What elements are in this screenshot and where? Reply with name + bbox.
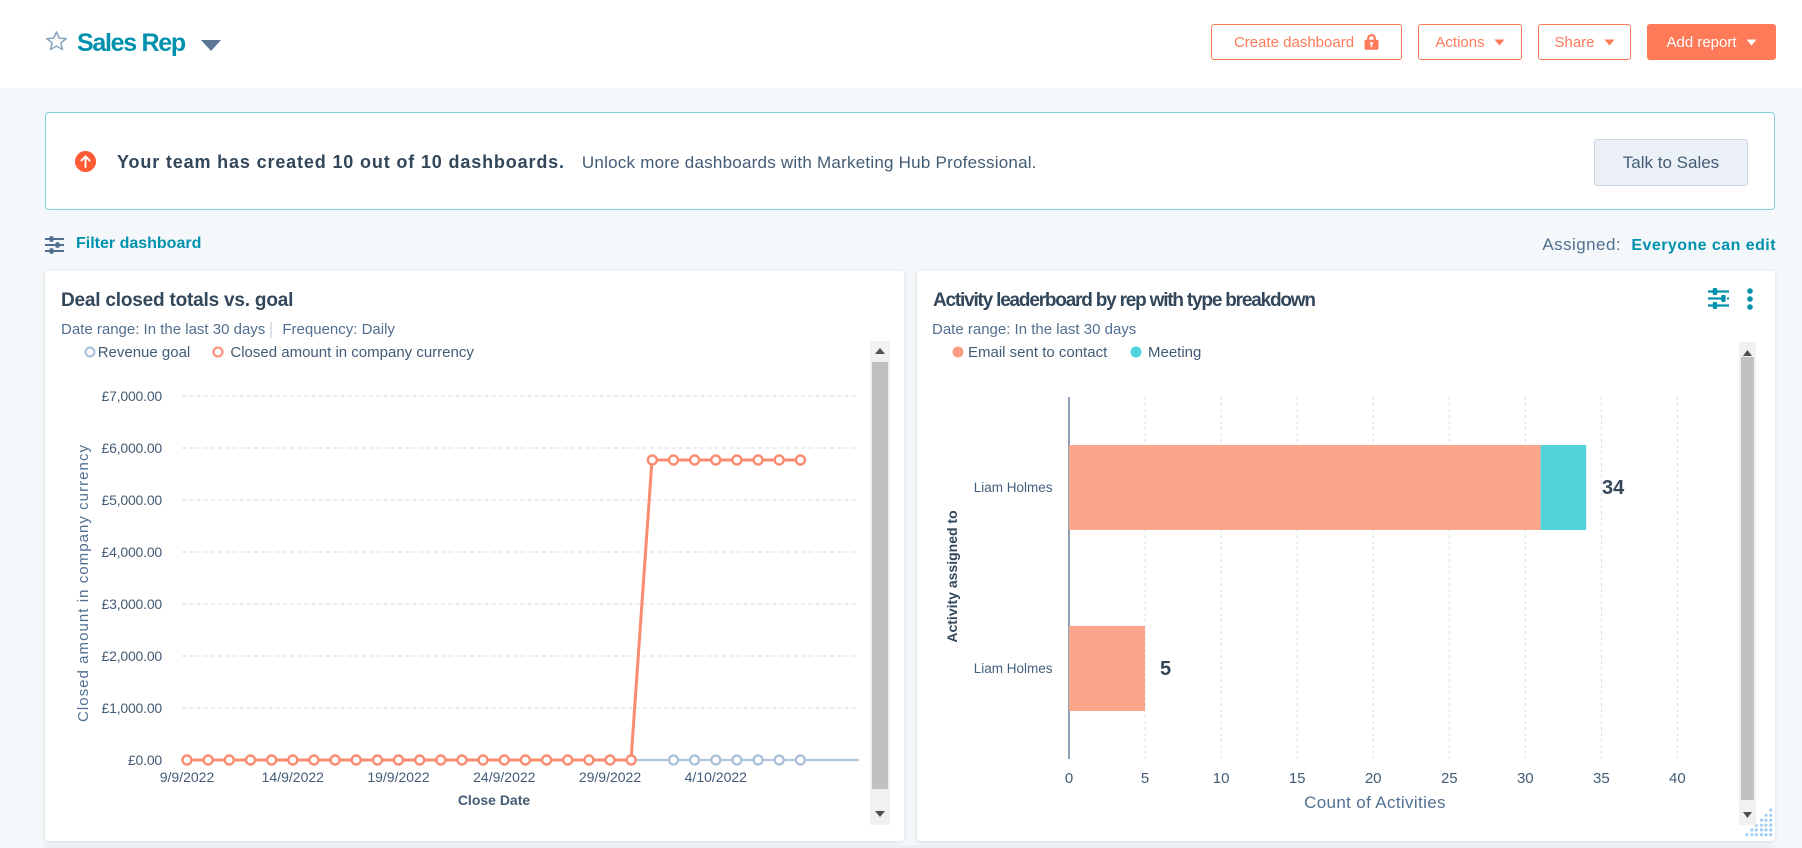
svg-text:Closed amount in company curre: Closed amount in company currency bbox=[75, 444, 92, 722]
svg-text:Liam Holmes: Liam Holmes bbox=[974, 661, 1053, 676]
svg-text:Revenue goal: Revenue goal bbox=[98, 344, 191, 361]
svg-text:5: 5 bbox=[1141, 770, 1149, 787]
svg-text:Activity assigned to: Activity assigned to bbox=[944, 510, 960, 642]
svg-text:Close Date: Close Date bbox=[458, 792, 531, 808]
svg-text:34: 34 bbox=[1602, 477, 1625, 499]
svg-text:£3,000.00: £3,000.00 bbox=[102, 596, 163, 612]
svg-text:5: 5 bbox=[1160, 658, 1171, 680]
svg-text:Meeting: Meeting bbox=[1148, 344, 1201, 361]
svg-text:Email sent to contact: Email sent to contact bbox=[968, 344, 1108, 361]
svg-text:£1,000.00: £1,000.00 bbox=[102, 700, 163, 716]
svg-text:15: 15 bbox=[1289, 770, 1306, 787]
svg-text:9/9/2022: 9/9/2022 bbox=[160, 769, 215, 785]
svg-text:20: 20 bbox=[1365, 770, 1382, 787]
svg-text:Closed amount in company curre: Closed amount in company currency bbox=[230, 344, 474, 361]
svg-text:Date range: In the last 30 day: Date range: In the last 30 days bbox=[932, 321, 1136, 338]
svg-text:£0.00: £0.00 bbox=[128, 752, 162, 768]
svg-text:0: 0 bbox=[1065, 770, 1073, 787]
svg-text:£7,000.00: £7,000.00 bbox=[102, 388, 163, 404]
svg-text:£5,000.00: £5,000.00 bbox=[102, 492, 163, 508]
svg-text:24/9/2022: 24/9/2022 bbox=[473, 769, 535, 785]
svg-text:£4,000.00: £4,000.00 bbox=[102, 544, 163, 560]
svg-text:Liam Holmes: Liam Holmes bbox=[974, 480, 1053, 495]
svg-text:29/9/2022: 29/9/2022 bbox=[579, 769, 641, 785]
svg-text:25: 25 bbox=[1441, 770, 1458, 787]
svg-text:Frequency: Daily: Frequency: Daily bbox=[282, 321, 395, 338]
svg-text:£2,000.00: £2,000.00 bbox=[102, 648, 163, 664]
svg-text:40: 40 bbox=[1669, 770, 1686, 787]
svg-text:35: 35 bbox=[1593, 770, 1610, 787]
svg-text:Count of Activities: Count of Activities bbox=[1304, 793, 1446, 812]
svg-text:30: 30 bbox=[1517, 770, 1534, 787]
svg-text:19/9/2022: 19/9/2022 bbox=[367, 769, 429, 785]
svg-text:14/9/2022: 14/9/2022 bbox=[262, 769, 324, 785]
svg-text:4/10/2022: 4/10/2022 bbox=[685, 769, 747, 785]
svg-text:Date range: In the last 30 day: Date range: In the last 30 days bbox=[61, 321, 265, 338]
svg-text:10: 10 bbox=[1213, 770, 1230, 787]
svg-text:£6,000.00: £6,000.00 bbox=[102, 440, 163, 456]
